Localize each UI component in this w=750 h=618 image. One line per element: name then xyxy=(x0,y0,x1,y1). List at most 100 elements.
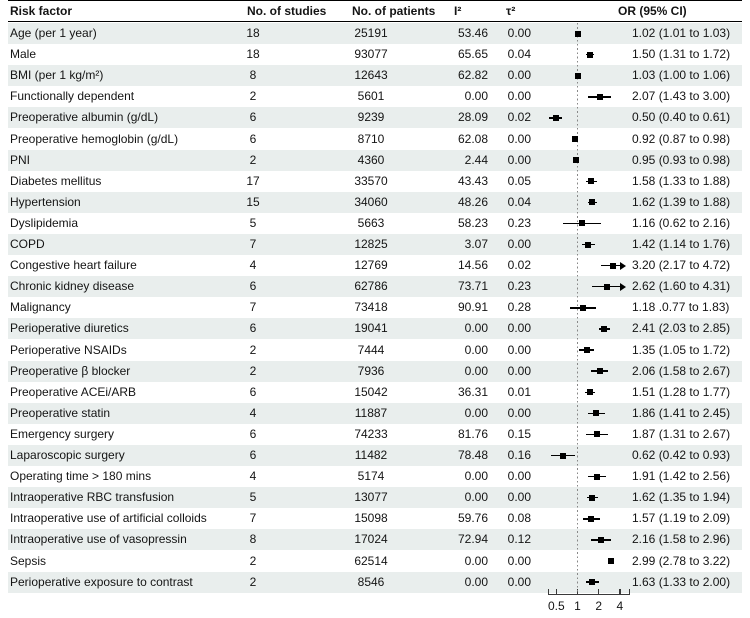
table-row: Functionally dependent 2 5601 0.00 0.00 … xyxy=(0,86,750,107)
studies-count: 7 xyxy=(249,237,257,251)
point-estimate-marker xyxy=(575,30,582,37)
patients-count: 15042 xyxy=(354,384,388,399)
studies-count: 4 xyxy=(249,469,257,484)
column-header-no-of-studies: No. of studies xyxy=(247,4,327,18)
studies-count: 6 xyxy=(249,384,257,399)
row-stripe xyxy=(8,529,742,551)
x-axis-tick xyxy=(598,588,600,596)
x-axis-endcap xyxy=(548,588,550,596)
ci-clipped-right-arrow-icon xyxy=(620,261,626,270)
i-squared-value: 62.82 xyxy=(457,68,488,83)
patients-count: 5174 xyxy=(357,469,385,484)
studies-count: 6 xyxy=(249,110,257,125)
patients-count: 25191 xyxy=(354,26,388,40)
patients-count: 33570 xyxy=(354,173,388,188)
risk-factor-label: Malignancy xyxy=(10,300,71,315)
studies-count: 17 xyxy=(246,173,260,188)
studies-count: 6 xyxy=(249,321,257,336)
i-squared-value: 0.00 xyxy=(464,321,488,336)
tau-squared-value: 0.00 xyxy=(507,490,531,505)
table-row: Preoperative albumin (g/dL) 6 9239 28.09… xyxy=(0,107,750,129)
table-row: Perioperative diuretics 6 19041 0.00 0.0… xyxy=(0,318,750,340)
or-ci-text: 1.91 (1.42 to 2.56) xyxy=(632,469,731,484)
patients-count: 12769 xyxy=(354,258,388,273)
i-squared-value: 65.65 xyxy=(457,47,488,62)
column-header-or-95ci: OR (95% CI) xyxy=(618,4,687,18)
or-ci-text: 1.16 (0.62 to 2.16) xyxy=(632,215,731,230)
or-ci-text: 0.62 (0.42 to 0.93) xyxy=(632,448,731,462)
or-ci-text: 0.92 (0.87 to 0.98) xyxy=(632,131,731,146)
or-ci-text: 1.35 (1.05 to 1.72) xyxy=(632,342,731,357)
table-row: Malignancy 7 73418 90.91 0.28 1.18 .0.77… xyxy=(0,297,750,318)
studies-count: 2 xyxy=(249,152,257,167)
point-estimate-marker xyxy=(601,325,608,332)
patients-count: 73418 xyxy=(354,300,388,315)
or-ci-text: 2.41 (2.03 to 2.85) xyxy=(632,321,731,336)
risk-factor-label: BMI (per 1 kg/m²) xyxy=(10,68,104,83)
risk-factor-label: Preoperative β blocker xyxy=(10,363,131,378)
patients-count: 11887 xyxy=(354,405,388,420)
tau-squared-value: 0.12 xyxy=(507,532,531,547)
patients-count: 15098 xyxy=(354,511,388,526)
risk-factor-label: Male xyxy=(10,47,37,62)
studies-count: 7 xyxy=(249,300,257,315)
tau-squared-value: 0.00 xyxy=(507,469,531,484)
table-row: Age (per 1 year) 18 25191 53.46 0.00 1.0… xyxy=(0,23,750,45)
patients-count: 34060 xyxy=(354,194,388,209)
point-estimate-marker xyxy=(579,304,586,311)
table-top-rule xyxy=(8,0,742,2)
header-divider-rule xyxy=(8,20,742,22)
risk-factor-label: Preoperative hemoglobin (g/dL) xyxy=(10,131,179,146)
tau-squared-value: 0.23 xyxy=(507,215,531,230)
i-squared-value: 3.07 xyxy=(464,237,488,251)
risk-factor-label: Intraoperative use of vasopressin xyxy=(10,532,187,547)
table-row: Diabetes mellitus 17 33570 43.43 0.05 1.… xyxy=(0,171,750,192)
risk-factor-label: Preoperative albumin (g/dL) xyxy=(10,110,159,125)
risk-factor-label: Hypertension xyxy=(10,194,81,209)
tau-squared-value: 0.28 xyxy=(507,300,531,315)
or-ci-text: 1.42 (1.14 to 1.76) xyxy=(632,237,731,251)
risk-factor-label: Dyslipidemia xyxy=(10,215,79,230)
i-squared-value: 0.00 xyxy=(464,363,488,378)
studies-count: 2 xyxy=(249,342,257,357)
studies-count: 5 xyxy=(249,490,257,505)
row-stripe xyxy=(8,191,742,213)
or-ci-text: 1.87 (1.31 to 2.67) xyxy=(632,426,731,441)
or-ci-text: 1.51 (1.28 to 1.77) xyxy=(632,384,731,399)
table-row: BMI (per 1 kg/m²) 8 12643 62.82 0.00 1.0… xyxy=(0,65,750,87)
x-axis-line xyxy=(548,594,629,596)
row-stripe xyxy=(8,149,742,171)
or-ci-text: 1.02 (1.01 to 1.03) xyxy=(632,26,731,40)
patients-count: 7444 xyxy=(357,342,385,357)
table-row: Preoperative ACEi/ARB 6 15042 36.31 0.01… xyxy=(0,382,750,403)
i-squared-value: 0.00 xyxy=(464,469,488,484)
i-squared-value: 48.26 xyxy=(457,194,488,209)
or-ci-text: 1.63 (1.33 to 2.00) xyxy=(632,574,731,589)
point-estimate-marker xyxy=(589,494,596,501)
tau-squared-value: 0.15 xyxy=(507,426,531,441)
table-row: Preoperative hemoglobin (g/dL) 6 8710 62… xyxy=(0,129,750,150)
i-squared-value: 0.00 xyxy=(464,553,488,568)
or-ci-text: 1.86 (1.41 to 2.45) xyxy=(632,405,731,420)
row-stripe xyxy=(8,23,742,45)
tau-squared-value: 0.00 xyxy=(507,131,531,146)
row-stripe xyxy=(8,234,742,256)
tau-squared-value: 0.04 xyxy=(507,47,531,62)
or-ci-text: 3.20 (2.17 to 4.72) xyxy=(632,258,731,273)
risk-factor-label: Perioperative NSAIDs xyxy=(10,342,127,357)
tau-squared-value: 0.04 xyxy=(507,194,531,209)
point-estimate-marker xyxy=(589,199,596,206)
i-squared-value: 36.31 xyxy=(457,384,488,399)
table-row: Emergency surgery 6 74233 81.76 0.15 1.8… xyxy=(0,424,750,445)
point-estimate-marker xyxy=(572,157,579,164)
point-estimate-marker xyxy=(598,536,605,543)
point-estimate-marker xyxy=(588,515,595,522)
row-stripe xyxy=(8,107,742,129)
patients-count: 74233 xyxy=(354,426,388,441)
i-squared-value: 59.76 xyxy=(457,511,488,526)
table-row: Perioperative exposure to contrast 2 854… xyxy=(0,571,750,593)
i-squared-value: 62.08 xyxy=(457,131,488,146)
studies-count: 5 xyxy=(249,215,257,230)
table-row: Chronic kidney disease 6 62786 73.71 0.2… xyxy=(0,276,750,298)
point-estimate-marker xyxy=(553,114,560,121)
